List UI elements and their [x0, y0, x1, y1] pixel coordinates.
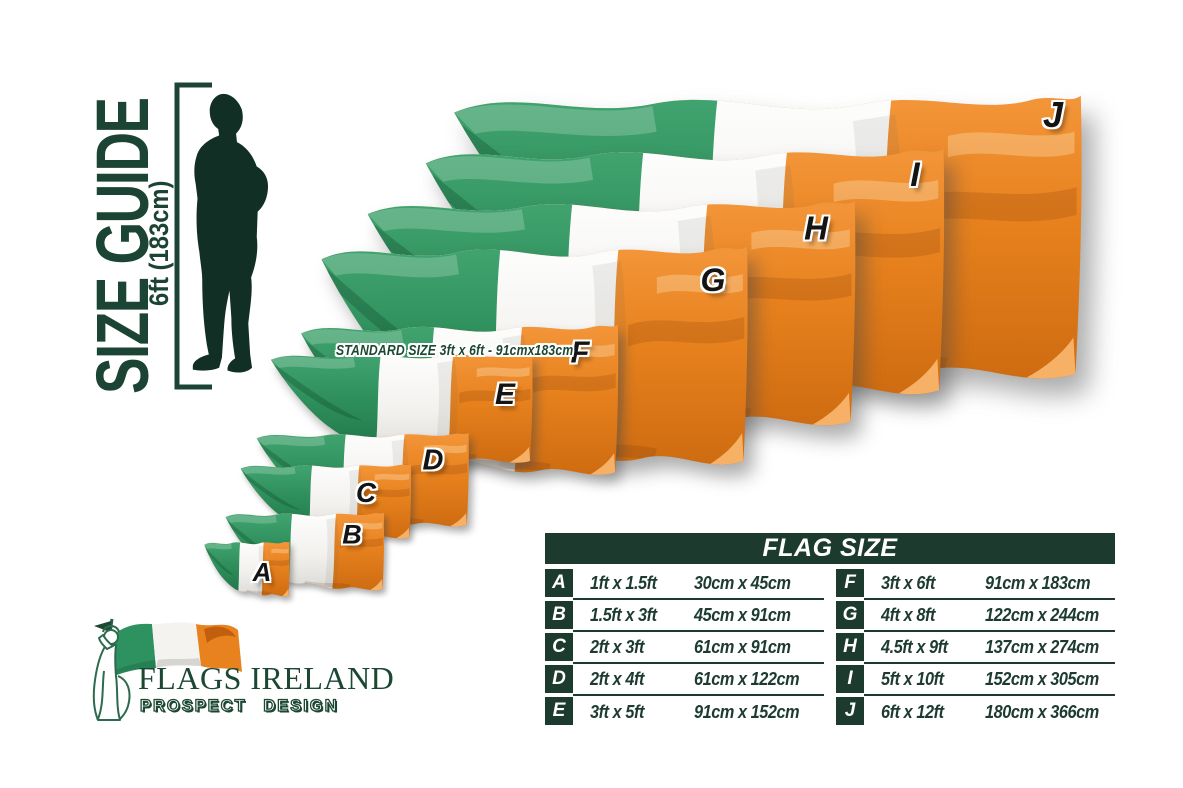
- flag-A: [204, 537, 290, 599]
- size-row-G: G 4ft x 8ft 122cm x 244cm: [836, 600, 1115, 632]
- size-imperial: 5ft x 10ft: [881, 668, 944, 689]
- size-row-values: 1.5ft x 3ft 45cm x 91cm: [573, 600, 824, 632]
- size-imperial: 2ft x 4ft: [590, 668, 644, 689]
- size-row-I: I 5ft x 10ft 152cm x 305cm: [836, 664, 1115, 696]
- size-row-letter: E: [545, 697, 573, 725]
- size-metric: 61cm x 122cm: [694, 668, 800, 689]
- size-metric: 152cm x 305cm: [985, 668, 1099, 689]
- size-row-E: E 3ft x 5ft 91cm x 152cm: [545, 696, 824, 728]
- flag-size-table: FLAG SIZE A 1ft x 1.5ft 30cm x 45cm B 1.5ft …: [545, 533, 1115, 728]
- size-metric: 180cm x 366cm: [985, 701, 1099, 722]
- size-row-A: A 1ft x 1.5ft 30cm x 45cm: [545, 568, 824, 600]
- table-column-left: A 1ft x 1.5ft 30cm x 45cm B 1.5ft x 3ft 45cm …: [545, 568, 824, 728]
- size-imperial: 1ft x 1.5ft: [590, 572, 657, 593]
- size-row-letter: D: [545, 665, 573, 693]
- size-row-J: J 6ft x 12ft 180cm x 366cm: [836, 696, 1115, 728]
- size-metric: 91cm x 152cm: [694, 701, 800, 722]
- size-metric: 61cm x 91cm: [694, 636, 791, 657]
- brand-tagline: PROSPECT DESIGN: [139, 696, 339, 715]
- table-title: FLAG SIZE: [545, 533, 1115, 564]
- size-row-letter: A: [545, 569, 573, 597]
- person-silhouette-icon: [192, 93, 269, 373]
- size-imperial: 3ft x 5ft: [590, 701, 644, 722]
- size-row-letter: G: [836, 601, 864, 629]
- size-imperial: 4ft x 8ft: [881, 604, 935, 625]
- size-row-letter: B: [545, 601, 573, 629]
- table-body: A 1ft x 1.5ft 30cm x 45cm B 1.5ft x 3ft 45cm …: [545, 568, 1115, 728]
- table-column-right: F 3ft x 6ft 91cm x 183cm G 4ft x 8ft 122cm x …: [836, 568, 1115, 728]
- size-row-B: B 1.5ft x 3ft 45cm x 91cm: [545, 600, 824, 632]
- brand-logo: FLAGS IRELAND PROSPECT DESIGN: [82, 616, 452, 751]
- size-metric: 122cm x 244cm: [985, 604, 1099, 625]
- size-imperial: 6ft x 12ft: [881, 701, 944, 722]
- size-metric: 45cm x 91cm: [694, 604, 791, 625]
- size-imperial: 3ft x 6ft: [881, 572, 935, 593]
- standard-size-note: STANDARD SIZE 3ft x 6ft - 91cmx183cm: [336, 343, 574, 359]
- size-row-values: 6ft x 12ft 180cm x 366cm: [864, 696, 1115, 728]
- size-row-values: 3ft x 6ft 91cm x 183cm: [864, 568, 1115, 600]
- size-row-letter: H: [836, 633, 864, 661]
- size-metric: 137cm x 274cm: [985, 636, 1099, 657]
- size-row-values: 4.5ft x 9ft 137cm x 274cm: [864, 632, 1115, 664]
- size-row-letter: I: [836, 665, 864, 693]
- measure-bracket-icon: [174, 82, 212, 390]
- size-row-letter: J: [836, 697, 864, 725]
- size-metric: 30cm x 45cm: [694, 572, 791, 593]
- size-row-values: 1ft x 1.5ft 30cm x 45cm: [573, 568, 824, 600]
- size-row-F: F 3ft x 6ft 91cm x 183cm: [836, 568, 1115, 600]
- size-imperial: 2ft x 3ft: [590, 636, 644, 657]
- size-metric: 91cm x 183cm: [985, 572, 1091, 593]
- size-row-letter: C: [545, 633, 573, 661]
- size-imperial: 4.5ft x 9ft: [881, 636, 948, 657]
- brand-name: FLAGS IRELAND: [138, 660, 395, 696]
- size-row-values: 2ft x 3ft 61cm x 91cm: [573, 632, 824, 664]
- size-row-D: D 2ft x 4ft 61cm x 122cm: [545, 664, 824, 696]
- size-row-values: 2ft x 4ft 61cm x 122cm: [573, 664, 824, 696]
- logo-statue-flag-icon: [92, 618, 242, 721]
- size-imperial: 1.5ft x 3ft: [590, 604, 657, 625]
- size-row-letter: F: [836, 569, 864, 597]
- size-row-values: 3ft x 5ft 91cm x 152cm: [573, 696, 824, 728]
- size-row-H: H 4.5ft x 9ft 137cm x 274cm: [836, 632, 1115, 664]
- size-row-values: 5ft x 10ft 152cm x 305cm: [864, 664, 1115, 696]
- size-row-C: C 2ft x 3ft 61cm x 91cm: [545, 632, 824, 664]
- size-row-values: 4ft x 8ft 122cm x 244cm: [864, 600, 1115, 632]
